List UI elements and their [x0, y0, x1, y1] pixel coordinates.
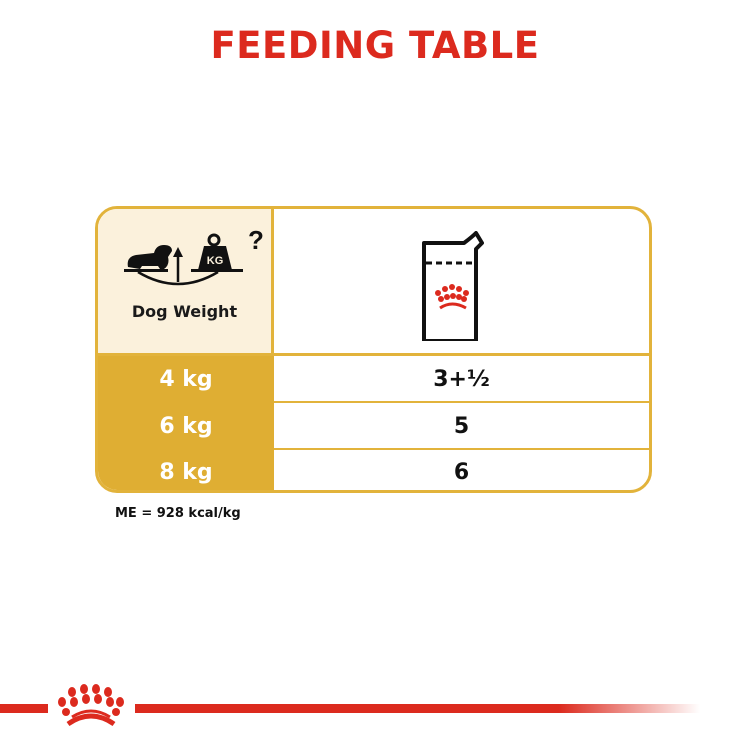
header-dog-weight: KG ? Dog Weight: [98, 209, 274, 353]
energy-footnote: ME = 928 kcal/kg: [115, 506, 241, 521]
pouches-cell: 3+½: [433, 367, 490, 392]
weight-cell: 6 kg: [98, 403, 274, 450]
pouches-cell: 5: [453, 414, 470, 439]
weight-cell: 4 kg: [98, 356, 274, 403]
header-pouch: [274, 209, 649, 353]
dog-weight-label: Dog Weight: [131, 302, 238, 321]
divider: [98, 353, 649, 356]
page-title: FEEDING TABLE: [210, 24, 540, 67]
divider: [274, 401, 649, 403]
table-row: 4 kg 3+½: [98, 356, 649, 403]
table-row: 8 kg 6: [98, 450, 649, 490]
royal-canin-pouch-icon: [422, 231, 484, 341]
royal-canin-crown-logo: [58, 684, 124, 727]
dog-weight-scale-icon: KG ?: [124, 225, 264, 286]
svg-text:?: ?: [248, 225, 264, 255]
feeding-table: KG ? Dog Weight 4 kg 3+½ 6 kg 5 8 kg 6: [95, 206, 652, 493]
table-row: 6 kg 5: [98, 403, 649, 450]
pouches-cell: 6: [453, 460, 470, 485]
divider: [274, 448, 649, 450]
weight-cell: 8 kg: [98, 450, 274, 490]
kg-icon-text: KG: [207, 255, 224, 267]
footer-bar-left: [0, 704, 48, 713]
footer-bar-right: [135, 704, 700, 713]
